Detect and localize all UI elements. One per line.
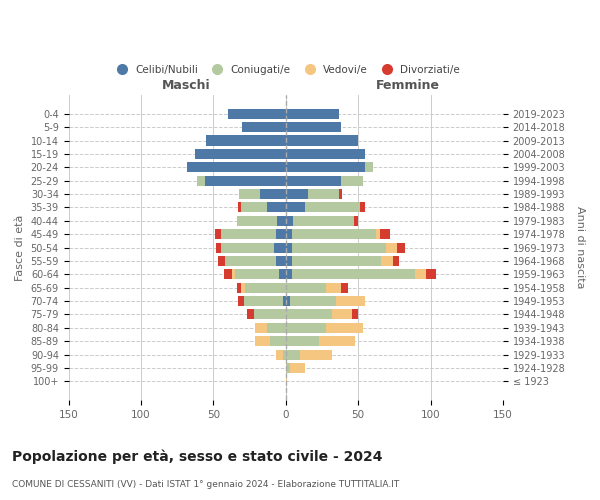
Bar bbox=[270, 336, 286, 346]
Bar bbox=[319, 336, 355, 346]
Bar bbox=[239, 189, 260, 199]
Bar bbox=[426, 270, 436, 280]
Bar bbox=[290, 296, 337, 306]
Bar bbox=[354, 216, 358, 226]
Bar bbox=[376, 229, 380, 239]
Bar bbox=[228, 108, 286, 119]
Bar bbox=[365, 162, 373, 172]
Legend: Celibi/Nubili, Coniugati/e, Vedovi/e, Divorziati/e: Celibi/Nubili, Coniugati/e, Vedovi/e, Di… bbox=[107, 60, 464, 78]
Bar bbox=[235, 270, 278, 280]
Bar bbox=[332, 310, 352, 320]
Bar bbox=[300, 350, 332, 360]
Bar bbox=[326, 282, 341, 292]
Bar bbox=[341, 176, 362, 186]
Bar bbox=[415, 270, 426, 280]
Bar bbox=[236, 282, 241, 292]
Bar bbox=[244, 296, 283, 306]
Bar bbox=[382, 256, 393, 266]
Bar bbox=[218, 256, 225, 266]
Text: Maschi: Maschi bbox=[161, 79, 210, 92]
Bar bbox=[256, 323, 267, 333]
Bar bbox=[217, 242, 221, 252]
Bar bbox=[386, 242, 397, 252]
Bar bbox=[286, 108, 340, 119]
Bar bbox=[340, 189, 342, 199]
Bar bbox=[393, 256, 399, 266]
Text: COMUNE DI CESSANITI (VV) - Dati ISTAT 1° gennaio 2024 - Elaborazione TUTTITALIA.: COMUNE DI CESSANITI (VV) - Dati ISTAT 1°… bbox=[12, 480, 399, 489]
Bar bbox=[275, 229, 286, 239]
Bar bbox=[292, 270, 415, 280]
Bar bbox=[267, 323, 286, 333]
Bar bbox=[278, 270, 286, 280]
Bar bbox=[232, 270, 235, 280]
Bar bbox=[337, 296, 365, 306]
Bar bbox=[224, 270, 232, 280]
Bar bbox=[286, 122, 341, 132]
Bar bbox=[286, 149, 365, 159]
Bar bbox=[247, 310, 254, 320]
Bar bbox=[359, 202, 365, 212]
Bar bbox=[286, 136, 358, 145]
Text: Popolazione per età, sesso e stato civile - 2024: Popolazione per età, sesso e stato civil… bbox=[12, 450, 383, 464]
Bar bbox=[254, 310, 286, 320]
Bar bbox=[326, 323, 362, 333]
Text: Femmine: Femmine bbox=[376, 79, 439, 92]
Bar bbox=[286, 363, 290, 373]
Bar bbox=[187, 162, 286, 172]
Y-axis label: Anni di nascita: Anni di nascita bbox=[575, 206, 585, 289]
Bar bbox=[194, 149, 286, 159]
Bar bbox=[286, 310, 332, 320]
Bar bbox=[397, 242, 404, 252]
Bar bbox=[275, 350, 283, 360]
Bar bbox=[197, 176, 205, 186]
Bar bbox=[380, 229, 390, 239]
Bar bbox=[221, 242, 274, 252]
Bar bbox=[293, 216, 354, 226]
Bar bbox=[236, 216, 277, 226]
Y-axis label: Fasce di età: Fasce di età bbox=[15, 214, 25, 280]
Bar bbox=[274, 242, 286, 252]
Bar bbox=[286, 350, 300, 360]
Bar bbox=[286, 336, 319, 346]
Bar bbox=[241, 202, 267, 212]
Bar bbox=[286, 323, 326, 333]
Bar bbox=[277, 216, 286, 226]
Bar bbox=[286, 229, 292, 239]
Bar bbox=[238, 296, 244, 306]
Bar bbox=[267, 202, 286, 212]
Bar bbox=[286, 162, 365, 172]
Bar bbox=[256, 336, 270, 346]
Bar bbox=[286, 376, 287, 386]
Bar bbox=[305, 202, 359, 212]
Bar bbox=[286, 202, 305, 212]
Bar bbox=[206, 136, 286, 145]
Bar bbox=[352, 310, 358, 320]
Bar bbox=[292, 256, 382, 266]
Bar bbox=[286, 176, 341, 186]
Bar bbox=[221, 229, 275, 239]
Bar bbox=[215, 229, 221, 239]
Bar bbox=[241, 282, 245, 292]
Bar bbox=[238, 202, 241, 212]
Bar bbox=[286, 282, 326, 292]
Bar bbox=[341, 282, 348, 292]
Bar bbox=[290, 363, 305, 373]
Bar bbox=[292, 242, 386, 252]
Bar bbox=[283, 350, 286, 360]
Bar bbox=[286, 216, 293, 226]
Bar bbox=[308, 189, 340, 199]
Bar bbox=[286, 242, 292, 252]
Bar bbox=[286, 256, 292, 266]
Bar bbox=[283, 296, 286, 306]
Bar bbox=[292, 229, 376, 239]
Bar bbox=[286, 189, 308, 199]
Bar bbox=[225, 256, 275, 266]
Bar bbox=[205, 176, 286, 186]
Bar bbox=[242, 122, 286, 132]
Bar bbox=[286, 270, 292, 280]
Bar bbox=[275, 256, 286, 266]
Bar bbox=[260, 189, 286, 199]
Bar bbox=[286, 296, 290, 306]
Bar bbox=[245, 282, 286, 292]
